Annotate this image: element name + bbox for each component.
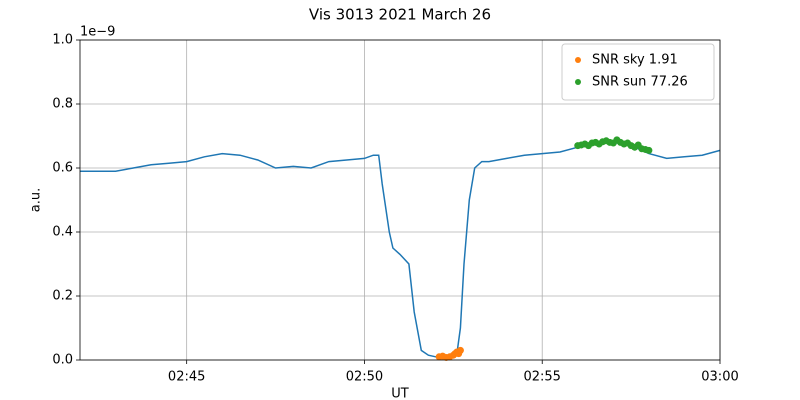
x-axis-label: UT [391,387,409,400]
x-tick-label: 02:55 [523,370,560,385]
data-line [80,141,721,358]
chart-title: Vis 3013 2021 March 26 [309,6,491,24]
x-tick-label: 02:50 [346,370,383,385]
data-point [456,346,464,354]
legend-box [561,43,715,101]
y-tick-label: 0.4 [52,225,73,240]
y-tick-label: 0.8 [52,97,73,112]
y-tick-label: 1.0 [52,33,73,48]
y-offset-label: 1e−9 [80,25,115,40]
legend-marker [575,79,581,85]
x-tick-label: 03:00 [701,370,738,385]
legend-marker [575,57,581,63]
x-tick-label: 02:45 [168,370,205,385]
y-tick-label: 0.2 [52,289,73,304]
legend-label: SNR sky 1.91 [592,53,678,68]
y-axis-label: a.u. [29,188,44,212]
plot-frame [79,39,721,361]
y-tick-label: 0.6 [52,161,73,176]
y-tick-label: 0.0 [52,353,73,368]
legend-label: SNR sun 77.26 [592,75,688,90]
data-point [645,146,653,154]
